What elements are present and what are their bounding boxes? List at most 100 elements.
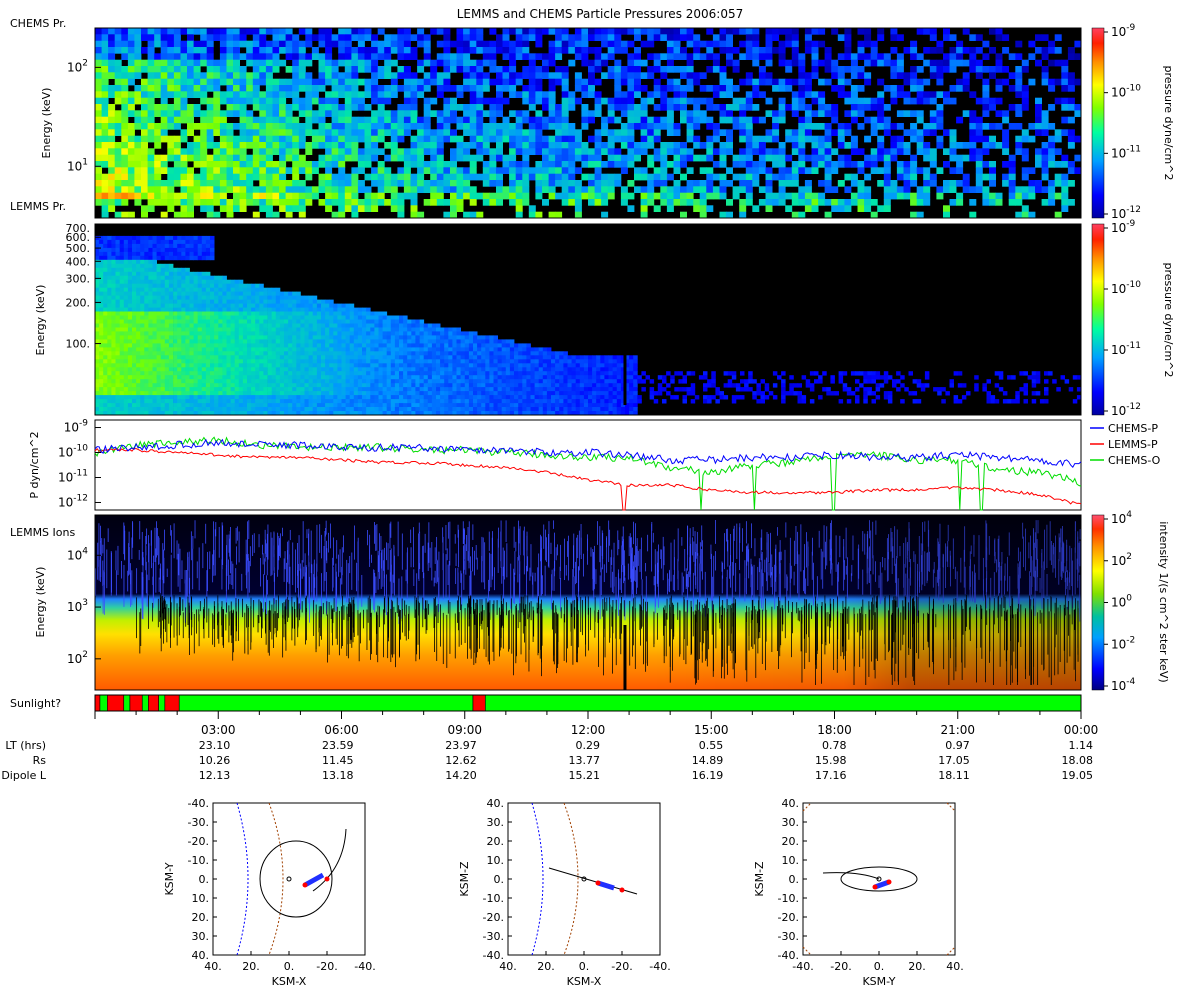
heatmap-cell [177, 403, 182, 408]
heatmap-cell [719, 66, 727, 73]
heatmap-cell [255, 347, 260, 352]
heatmap-cell [144, 255, 149, 261]
heatmap-cell [218, 411, 223, 416]
heatmap-cell [160, 154, 168, 162]
heatmap-cell [686, 192, 694, 200]
heatmap-cell [969, 129, 977, 136]
heatmap-cell [168, 315, 174, 320]
heatmap-cell [456, 192, 464, 200]
heatmap-cell [377, 40, 385, 48]
heatmap-cell [916, 192, 924, 200]
heatmap-cell [496, 110, 503, 117]
heatmap-cell [344, 186, 352, 193]
heatmap-cell [331, 180, 339, 187]
heatmap-cell [778, 167, 786, 174]
heatmap-cell [247, 379, 252, 384]
heatmap-cell [123, 335, 129, 340]
heatmap-cell [263, 323, 268, 328]
heatmap-cell [1074, 40, 1082, 48]
heatmap-cell [397, 34, 405, 41]
heatmap-cell [200, 34, 208, 41]
heatmap-cell [634, 116, 641, 124]
heatmap-cell [230, 327, 236, 332]
heatmap-cell [568, 91, 576, 98]
heatmap-cell [772, 34, 780, 41]
heatmap-cell [923, 148, 931, 155]
heatmap-cell [594, 180, 602, 187]
heatmap-cell [107, 271, 112, 277]
heatmap-cell [193, 355, 199, 360]
heatmap-cell [121, 154, 129, 162]
heatmap-cell [850, 199, 858, 206]
heatmap-cell [148, 243, 153, 249]
heatmap-cell [712, 148, 720, 155]
heatmap-cell [180, 72, 188, 79]
heatmap-cell [443, 59, 451, 67]
heatmap-cell [189, 343, 194, 348]
heatmap-cell [384, 66, 392, 73]
heatmap-cell [1035, 180, 1042, 187]
heatmap-cell [246, 91, 254, 98]
heatmap-cell [115, 259, 120, 265]
heatmap-cell [298, 72, 306, 79]
heatmap-cell [140, 319, 145, 324]
heatmap-cell [469, 97, 477, 105]
heatmap-cell [594, 104, 602, 111]
heatmap-cell [99, 295, 104, 300]
heatmap-cell [601, 148, 609, 155]
heatmap-cell [108, 205, 116, 212]
heatmap-cell [1067, 199, 1075, 206]
heatmap-cell [101, 135, 109, 143]
heatmap-cell [134, 192, 142, 200]
heatmap-cell [535, 78, 543, 86]
heatmap-cell [189, 375, 194, 380]
heatmap-cell [119, 323, 125, 328]
heatmap-cell [265, 199, 273, 206]
heatmap-cell [864, 78, 872, 86]
heatmap-cell [95, 129, 102, 136]
heatmap-cell [417, 40, 425, 48]
heatmap-cell [489, 173, 497, 181]
heatmap-cell [798, 123, 806, 130]
heatmap-cell [936, 110, 944, 117]
heatmap-cell [706, 28, 714, 35]
heatmap-cell [706, 116, 714, 124]
heatmap-cell [219, 53, 227, 60]
heatmap-cell [238, 295, 244, 300]
heatmap-cell [765, 72, 773, 79]
heatmap-cell [148, 251, 153, 257]
heatmap-cell [285, 91, 293, 98]
heatmap-cell [160, 247, 166, 253]
heatmap-cell [298, 192, 306, 200]
heatmap-cell [614, 129, 622, 136]
heatmap-cell [1015, 186, 1023, 193]
heatmap-cell [200, 85, 208, 92]
heatmap-cell [818, 154, 826, 162]
heatmap-cell [298, 28, 306, 35]
heatmap-cell [259, 154, 267, 162]
heatmap-cell [185, 387, 190, 392]
heatmap-cell [423, 78, 431, 86]
heatmap-cell [436, 40, 444, 48]
heatmap-cell [344, 199, 352, 206]
heatmap-cell [144, 267, 149, 273]
heatmap-cell [275, 347, 281, 352]
heatmap-cell [140, 255, 145, 261]
heatmap-cell [132, 287, 137, 293]
heatmap-cell [251, 383, 256, 388]
heatmap-cell [185, 339, 190, 344]
heatmap-cell [561, 129, 569, 136]
heatmap-cell [263, 291, 268, 296]
heatmap-cell [193, 279, 199, 285]
heatmap-cell [251, 371, 256, 376]
heatmap-cell [607, 34, 615, 41]
heatmap-cell [837, 135, 845, 143]
heatmap-cell [279, 97, 287, 105]
heatmap-cell [147, 66, 155, 73]
heatmap-cell [680, 148, 687, 155]
heatmap-cell [357, 28, 365, 35]
heatmap-cell [95, 339, 100, 344]
heatmap-cell [1015, 123, 1023, 130]
heatmap-cell [99, 403, 104, 408]
heatmap-cell [222, 395, 227, 400]
